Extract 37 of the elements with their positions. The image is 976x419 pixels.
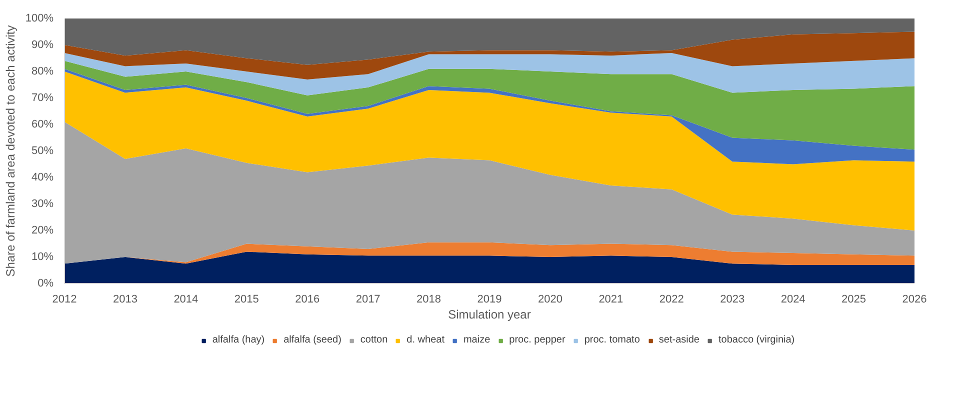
x-tick-label: 2022 (659, 294, 684, 306)
legend-label: alfalfa (seed) (284, 334, 342, 346)
x-tick-label: 2017 (356, 294, 380, 306)
y-tick-label: 30% (31, 198, 54, 210)
x-tick-label: 2016 (295, 294, 320, 306)
y-tick-label: 90% (31, 39, 54, 51)
x-tick-label: 2014 (174, 294, 198, 306)
legend-label: proc. tomato (584, 334, 640, 346)
legend-label: set-aside (658, 334, 700, 346)
y-tick-label: 100% (25, 12, 54, 24)
y-tick-label: 80% (31, 66, 54, 78)
x-tick-label: 2021 (598, 294, 624, 306)
x-tick-label: 2025 (842, 294, 866, 306)
x-tick-label: 2013 (112, 294, 138, 306)
y-tick-label: 50% (31, 145, 54, 157)
y-tick-label: 10% (31, 251, 54, 263)
x-tick-label: 2015 (234, 294, 259, 306)
x-tick-label: 2018 (416, 294, 442, 306)
x-tick-label: 2024 (780, 294, 806, 306)
y-tick-label: 70% (31, 92, 54, 104)
x-tick-label: 2012 (52, 294, 77, 306)
y-tick-label: 40% (31, 172, 54, 184)
y-tick-label: 60% (31, 118, 54, 130)
legend-label: cotton (360, 334, 388, 346)
x-tick-label: 2026 (902, 294, 927, 306)
legend-label: maize (463, 334, 490, 346)
legend-label: tobacco (virginia) (718, 334, 795, 346)
legend-label: alfalfa (hay) (212, 334, 265, 346)
legend-label: proc. pepper (509, 334, 566, 346)
x-tick-label: 2019 (477, 294, 502, 306)
y-tick-label: 0% (38, 278, 54, 290)
y-axis-title: Share of farmland area devoted to each activity (3, 25, 18, 277)
x-tick-label: 2020 (538, 294, 562, 306)
y-tick-label: 20% (31, 224, 54, 236)
x-tick-label: 2023 (720, 294, 745, 306)
legend-label: d. wheat (406, 334, 444, 346)
x-axis-title: Simulation year (448, 308, 531, 322)
